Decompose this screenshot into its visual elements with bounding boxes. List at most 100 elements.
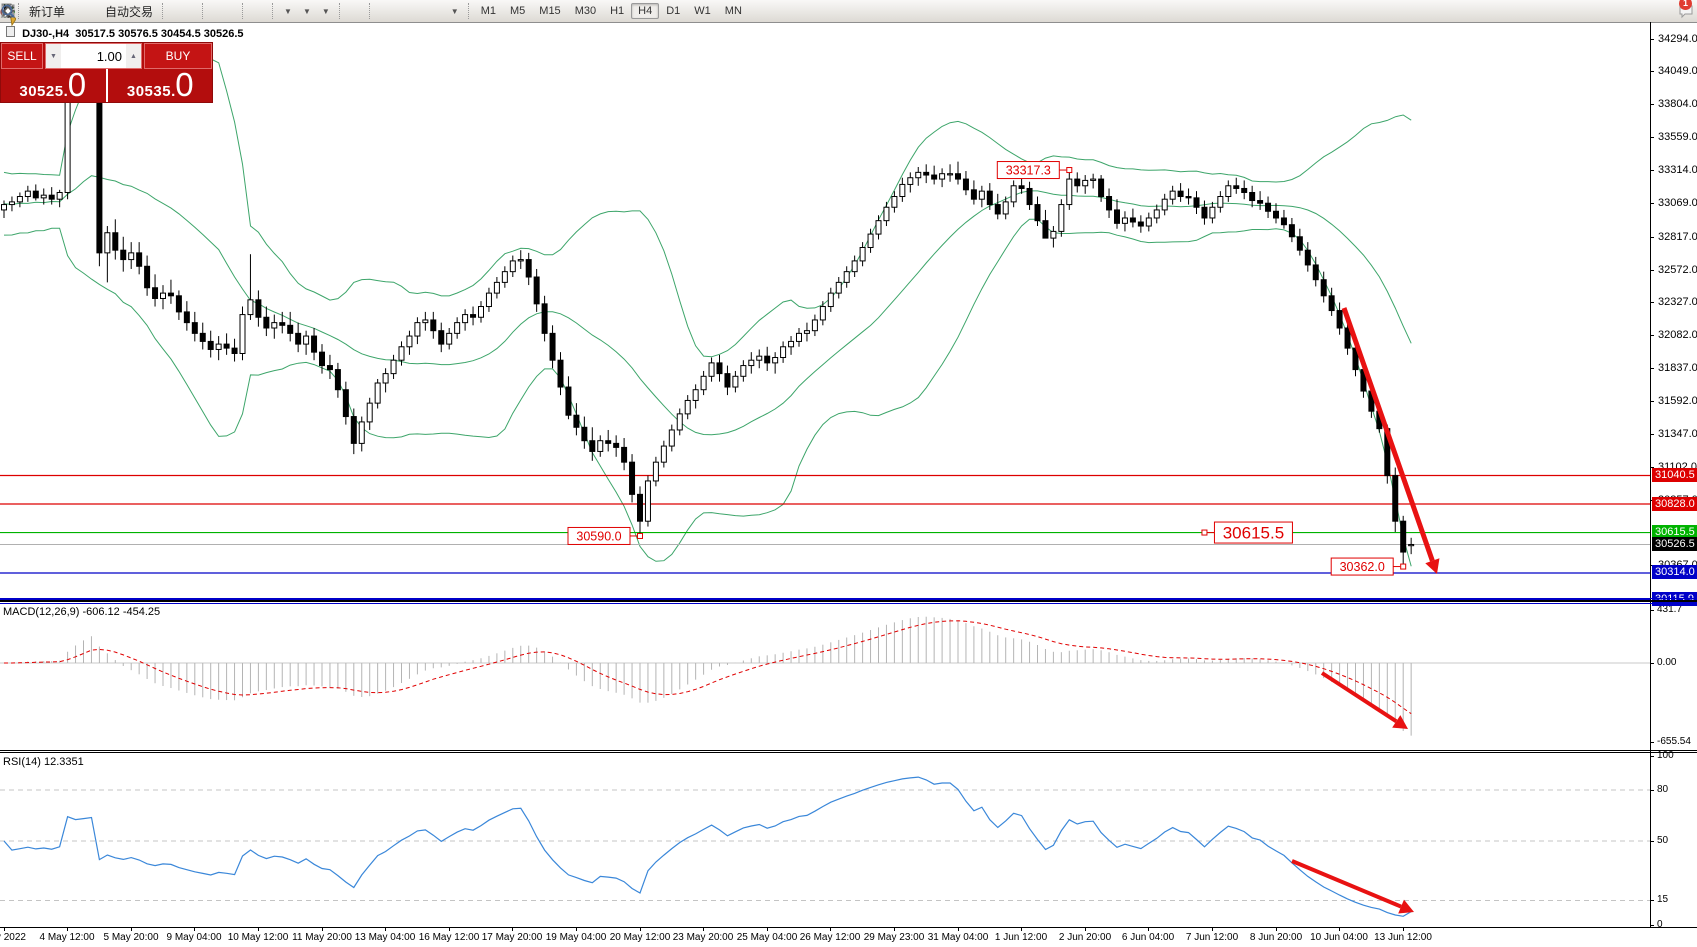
search-button[interactable]	[1, 0, 1677, 22]
line-chart-type-button[interactable]	[1, 0, 198, 22]
svg-text:30362.0: 30362.0	[1340, 560, 1385, 574]
autoscroll-button[interactable]	[2, 0, 258, 22]
volume-decrease-button[interactable]: ▼	[46, 44, 61, 68]
buy-price[interactable]: 30535. 0	[109, 68, 213, 102]
candlestick-type-button[interactable]	[2, 0, 188, 22]
time-axis-label: 23 May 20:00	[672, 932, 734, 943]
zoom-in-button[interactable]	[2, 0, 218, 22]
sell-button[interactable]: SELL	[1, 43, 43, 69]
autotrading-button[interactable]: 自动交易	[0, 0, 158, 22]
time-tick	[1339, 928, 1340, 931]
axis-tick	[1650, 237, 1654, 238]
axis-tick-label: 32082.0	[1658, 329, 1697, 341]
crosshair-tool-button[interactable]	[1, 0, 365, 22]
time-tick	[830, 928, 831, 931]
zoom-out-button[interactable]	[2, 0, 228, 22]
tab-timeframe-m15[interactable]: M15	[539, 5, 561, 17]
time-tick	[576, 928, 577, 931]
time-axis-label: 13 May 04:00	[354, 932, 416, 943]
ohlc-open: 30517.5	[75, 28, 116, 40]
notification-badge: 1	[1679, 0, 1692, 10]
tab-timeframe-d1[interactable]: D1	[666, 5, 681, 17]
tab-timeframe-m1[interactable]: M1	[480, 5, 496, 17]
axis-tick	[1650, 302, 1654, 303]
axis-tick-label: 32817.0	[1658, 231, 1697, 243]
signals-button[interactable]	[2, 0, 100, 22]
axis-tick	[1650, 841, 1654, 842]
time-axis-label: 10 May 12:00	[227, 932, 289, 943]
vertical-line-tool[interactable]	[7, 0, 385, 22]
axis-tick-label: -655.54	[1657, 736, 1691, 747]
time-axis-label: 1 Jun 12:00	[994, 932, 1048, 943]
time-axis-label: 25 May 04:00	[736, 932, 798, 943]
chart-ohlc-title: DJ30-,H4 30517.5 30576.5 30454.5 30526.5	[6, 26, 244, 40]
time-tick	[449, 928, 450, 931]
axis-tick-label: 32327.0	[1658, 296, 1697, 308]
tab-timeframe-m5[interactable]: M5	[510, 5, 526, 17]
price-digit: 30535	[126, 83, 172, 100]
indicators-button[interactable]: ▼	[1, 0, 335, 22]
text-label-tool[interactable]: T	[1, 0, 445, 22]
periods-button[interactable]: ▼	[1, 0, 316, 22]
bar-chart-type-button[interactable]	[2, 0, 178, 22]
notifications-button[interactable]: 1	[1677, 0, 1693, 22]
time-axis-label: 11 May 20:00	[292, 932, 352, 943]
toolbar: 新订单 自动交易 ▼ ▼ ▼ E F A T ▼	[0, 0, 1697, 27]
tab-timeframe-h1[interactable]: H1	[610, 5, 625, 17]
buy-button[interactable]: BUY	[144, 43, 212, 69]
fibonacci-tool[interactable]: F	[2, 0, 425, 22]
axis-tick-label: 34049.0	[1658, 65, 1697, 77]
tab-timeframe-m30[interactable]: M30	[574, 5, 597, 17]
time-tick	[1085, 928, 1086, 931]
text-tool[interactable]: A	[4, 0, 435, 22]
panel-separator-blue-top	[0, 598, 1697, 599]
tab-timeframe-h4[interactable]: H4	[631, 3, 660, 19]
volume-input[interactable]	[61, 44, 126, 68]
shapes-tool[interactable]: ▼	[3, 0, 464, 22]
rsi-indicator-panel[interactable]	[0, 753, 1650, 927]
time-tick	[4, 928, 5, 931]
svg-text:F: F	[10, 14, 14, 19]
axis-price-label: 30615.5	[1652, 525, 1697, 539]
time-axis-label: 13 Jun 12:00	[1374, 932, 1432, 943]
panel-separator-rsi-top[interactable]	[0, 750, 1697, 751]
cursor-tool-button[interactable]	[4, 0, 355, 22]
price-axis[interactable]: 34294.0 34049.0 33804.0 33559.0 33314.0 33069…	[1650, 22, 1697, 930]
market-watch-button[interactable]	[2, 0, 80, 22]
axis-tick-label: 33314.0	[1658, 164, 1697, 176]
axis-price-label: 30115.9	[1652, 592, 1697, 606]
time-axis[interactable]: May 2022 4 May 12:00 5 May 20:00 9 May 04:0…	[0, 927, 1697, 947]
chart-shift-button[interactable]	[2, 0, 268, 22]
time-tick	[194, 928, 195, 931]
profile-button[interactable]	[0, 0, 90, 22]
macd-indicator-panel[interactable]	[0, 604, 1650, 751]
tab-timeframe-w1[interactable]: W1	[694, 5, 711, 17]
axis-price-label: 31040.5	[1652, 468, 1697, 482]
new-chart-button[interactable]: ▼	[1, 0, 297, 22]
volume-increase-button[interactable]: ▲	[126, 44, 141, 68]
axis-tick	[1650, 663, 1654, 664]
axis-tick	[1650, 467, 1654, 468]
tab-timeframe-mn[interactable]: MN	[724, 5, 742, 17]
time-axis-label: 20 May 12:00	[609, 932, 671, 943]
time-axis-label: 2 Jun 20:00	[1058, 932, 1112, 943]
axis-tick-label: 31592.0	[1658, 395, 1697, 407]
svg-text:30615.5: 30615.5	[1223, 524, 1284, 543]
axis-tick	[1650, 742, 1654, 743]
panel-separator-macd[interactable]	[0, 600, 1697, 602]
sell-price[interactable]: 30525. 0	[1, 68, 105, 102]
axis-price-label: 30526.5	[1652, 537, 1697, 551]
time-tick	[322, 928, 323, 931]
tile-windows-button[interactable]	[1, 0, 238, 22]
macd-value-signal: -454.25	[122, 606, 161, 618]
time-axis-label: 16 May 12:00	[418, 932, 480, 943]
trendline-tool[interactable]	[2, 0, 405, 22]
horizontal-line-tool[interactable]	[2, 0, 395, 22]
axis-tick-label: 80	[1657, 784, 1669, 795]
main-candlestick-chart[interactable]: 33317.3 30590.0 30615.5 30362.0	[0, 22, 1650, 600]
one-click-trading-panel: SELL ▼ ▲ BUY 30525.0 30535.0	[0, 42, 213, 103]
channel-tool[interactable]: E	[1, 0, 415, 22]
new-order-button[interactable]: 新订单	[1, 0, 70, 22]
axis-price-label: 30314.0	[1652, 565, 1697, 579]
